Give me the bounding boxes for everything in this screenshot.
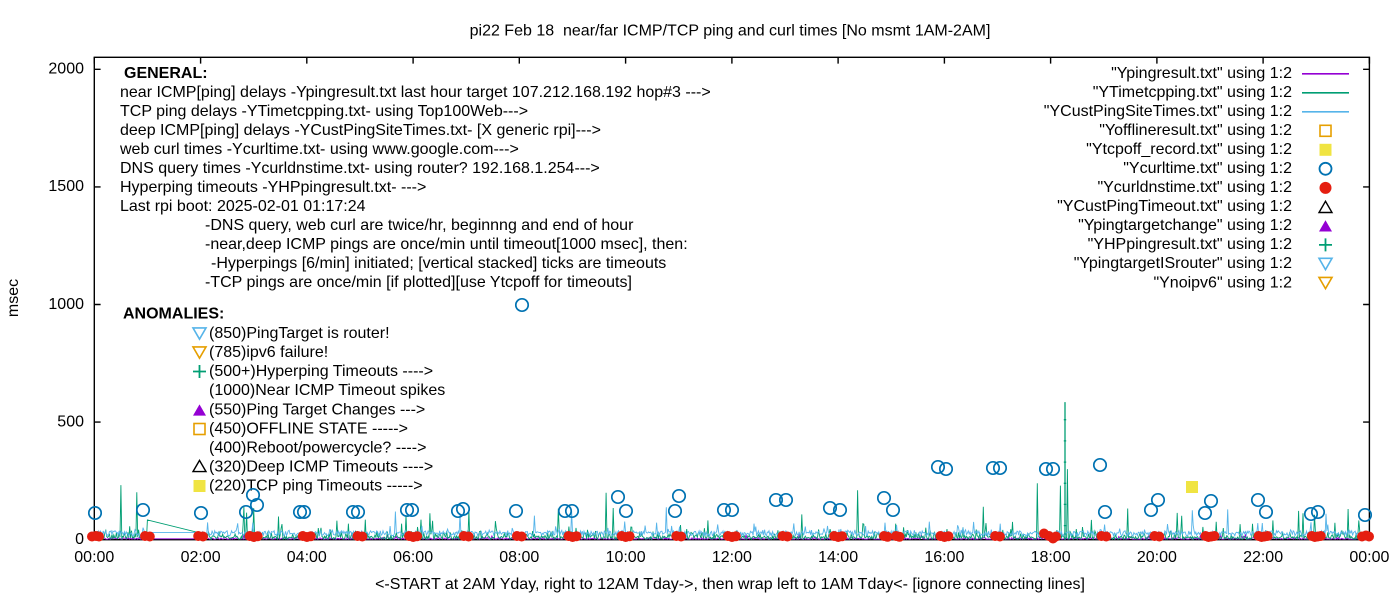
svg-text:"Yofflineresult.txt" using 1:2: "Yofflineresult.txt" using 1:2 <box>1099 122 1292 139</box>
svg-text:"YHPpingresult.txt" using 1:2: "YHPpingresult.txt" using 1:2 <box>1088 236 1292 253</box>
svg-text:00:00: 00:00 <box>74 549 114 566</box>
svg-text:"YpingtargetISrouter" using 1:: "YpingtargetISrouter" using 1:2 <box>1074 255 1292 272</box>
svg-text:DNS query times -Ycurldnstime.: DNS query times -Ycurldnstime.txt- using… <box>120 160 600 177</box>
svg-text:(400)Reboot/powercycle? ---->: (400)Reboot/powercycle? ----> <box>209 440 426 457</box>
svg-text:web curl times -Ycurltime.txt-: web curl times -Ycurltime.txt- using www… <box>119 141 519 158</box>
svg-text:-near,deep ICMP pings are once: -near,deep ICMP pings are once/min until… <box>205 236 688 253</box>
svg-text:-Hyperpings [6/min] initiated;: -Hyperpings [6/min] initiated; [vertical… <box>211 255 666 272</box>
svg-text:ANOMALIES:: ANOMALIES: <box>123 306 224 323</box>
svg-text:(1000)Near ICMP Timeout spikes: (1000)Near ICMP Timeout spikes <box>209 382 445 399</box>
svg-text:-TCP pings are once/min [if pl: -TCP pings are once/min [if plotted][use… <box>205 274 632 291</box>
svg-text:20:00: 20:00 <box>1137 549 1177 566</box>
svg-text:TCP ping delays -YTimetcpping.: TCP ping delays -YTimetcpping.txt- using… <box>120 103 528 120</box>
svg-text:<-START at 2AM Yday, right to: <-START at 2AM Yday, right to 12AM Tday-… <box>375 576 1085 593</box>
svg-text:2000: 2000 <box>48 61 84 78</box>
svg-text:"Ycurltime.txt" using 1:2: "Ycurltime.txt" using 1:2 <box>1123 160 1292 177</box>
svg-text:(785)ipv6 failure!: (785)ipv6 failure! <box>209 344 328 361</box>
svg-text:12:00: 12:00 <box>712 549 752 566</box>
svg-text:06:00: 06:00 <box>393 549 433 566</box>
svg-text:msec: msec <box>5 279 22 317</box>
svg-text:"Ytcpoff_record.txt" using 1:2: "Ytcpoff_record.txt" using 1:2 <box>1086 141 1292 158</box>
svg-text:18:00: 18:00 <box>1031 549 1071 566</box>
svg-text:14:00: 14:00 <box>818 549 858 566</box>
svg-text:"Ypingtargetchange" using 1:2: "Ypingtargetchange" using 1:2 <box>1078 217 1292 234</box>
svg-text:"Ycurldnstime.txt" using 1:2: "Ycurldnstime.txt" using 1:2 <box>1097 179 1292 196</box>
svg-text:deep ICMP[ping] delays -YCustP: deep ICMP[ping] delays -YCustPingSiteTim… <box>120 122 601 139</box>
svg-text:"YTimetcpping.txt" using 1:2: "YTimetcpping.txt" using 1:2 <box>1093 84 1292 101</box>
svg-text:0: 0 <box>75 531 84 548</box>
svg-text:00:00: 00:00 <box>1349 549 1389 566</box>
svg-text:(320)Deep ICMP Timeouts ---->: (320)Deep ICMP Timeouts ----> <box>209 459 433 476</box>
svg-text:"YCustPingTimeout.txt" using 1: "YCustPingTimeout.txt" using 1:2 <box>1057 198 1292 215</box>
svg-text:16:00: 16:00 <box>924 549 964 566</box>
svg-text:(220)TCP ping Timeouts ----->: (220)TCP ping Timeouts -----> <box>209 478 423 495</box>
svg-text:(850)PingTarget is router!: (850)PingTarget is router! <box>209 325 390 342</box>
svg-text:"Ynoipv6" using 1:2: "Ynoipv6" using 1:2 <box>1153 274 1292 291</box>
svg-text:pi22 Feb 18 near/far ICMP/TCP: pi22 Feb 18 near/far ICMP/TCP ping and c… <box>470 23 991 40</box>
svg-text:"Ypingresult.txt" using 1:2: "Ypingresult.txt" using 1:2 <box>1111 65 1292 82</box>
svg-text:Hyperping timeouts -YHPpingres: Hyperping timeouts -YHPpingresult.txt- -… <box>120 179 426 196</box>
svg-text:-DNS query, web curl are twice: -DNS query, web curl are twice/hr, begin… <box>205 217 634 234</box>
svg-text:22:00: 22:00 <box>1243 549 1283 566</box>
svg-text:(450)OFFLINE STATE ----->: (450)OFFLINE STATE -----> <box>209 421 408 438</box>
svg-text:(500+)Hyperping Timeouts ---->: (500+)Hyperping Timeouts ----> <box>209 363 433 380</box>
svg-text:10:00: 10:00 <box>606 549 646 566</box>
svg-text:04:00: 04:00 <box>287 549 327 566</box>
svg-text:02:00: 02:00 <box>181 549 221 566</box>
svg-text:Last rpi boot: 2025-02-01 01:1: Last rpi boot: 2025-02-01 01:17:24 <box>120 198 366 215</box>
svg-text:500: 500 <box>57 413 84 430</box>
svg-text:08:00: 08:00 <box>499 549 539 566</box>
svg-text:1000: 1000 <box>48 296 84 313</box>
svg-text:near ICMP[ping] delays -Ypingr: near ICMP[ping] delays -Ypingresult.txt … <box>120 84 711 101</box>
svg-text:GENERAL:: GENERAL: <box>124 65 208 82</box>
svg-text:1500: 1500 <box>48 178 84 195</box>
svg-text:(550)Ping Target Changes --->: (550)Ping Target Changes ---> <box>209 402 425 419</box>
svg-text:"YCustPingSiteTimes.txt" using: "YCustPingSiteTimes.txt" using 1:2 <box>1044 103 1292 120</box>
